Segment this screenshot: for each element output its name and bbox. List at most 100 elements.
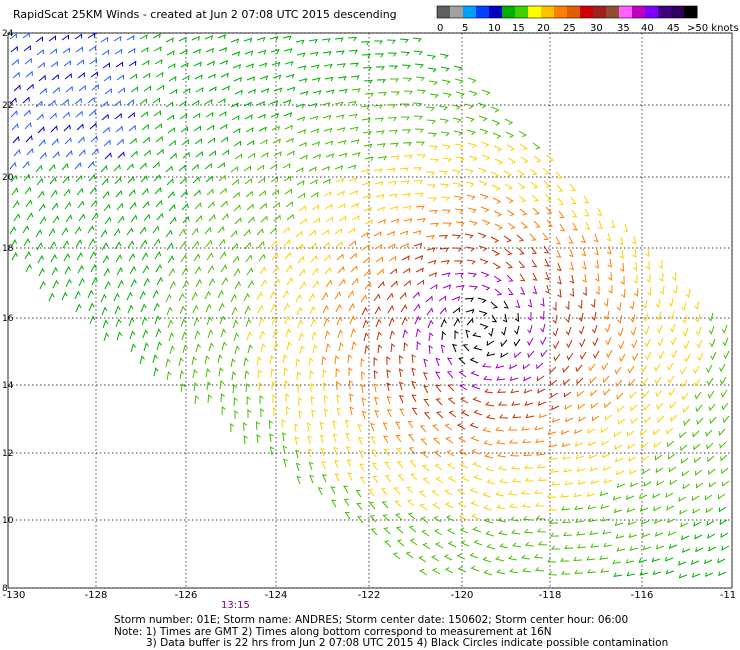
wind-barb — [557, 275, 562, 285]
wind-barb — [51, 266, 58, 276]
wind-barb — [336, 394, 341, 404]
wind-barb — [434, 371, 441, 380]
wind-barb — [218, 47, 228, 52]
wind-barb — [218, 110, 227, 117]
wind-barb — [629, 469, 638, 475]
wind-barb — [308, 38, 318, 44]
wind-barb — [207, 73, 216, 79]
wind-barb — [126, 99, 134, 106]
legend-tick-label: 10 — [488, 23, 501, 34]
wind-barb — [11, 123, 19, 131]
wind-barb — [180, 126, 188, 133]
wind-barb — [581, 247, 587, 257]
wind-barb — [584, 208, 590, 217]
wind-barb — [114, 305, 121, 315]
wind-barb — [679, 509, 688, 515]
wind-barb — [456, 423, 466, 430]
wind-barb — [193, 125, 201, 132]
wind-barb — [524, 401, 534, 406]
wind-barb — [376, 206, 386, 212]
wind-barb — [311, 77, 321, 82]
wind-barb — [654, 519, 663, 525]
wind-barb — [282, 99, 292, 105]
wind-barb — [205, 47, 214, 53]
wind-barb — [620, 275, 625, 285]
wind-barb — [244, 114, 253, 120]
wind-barb — [243, 357, 249, 367]
wind-barb — [387, 116, 397, 122]
wind-barb — [178, 228, 186, 237]
wind-barb — [508, 426, 517, 431]
wind-barb — [403, 341, 409, 352]
wind-barb — [65, 150, 73, 158]
legend-swatch — [658, 6, 672, 18]
wind-barb — [551, 417, 561, 423]
wind-barb — [324, 140, 334, 146]
wind-barb — [669, 401, 677, 410]
wind-barb — [220, 136, 229, 143]
wind-barb — [272, 74, 282, 80]
wind-barb — [483, 375, 493, 381]
wind-barb — [464, 233, 474, 239]
wind-barb — [195, 214, 203, 223]
wind-barb — [490, 301, 499, 309]
wind-barb — [452, 117, 462, 123]
wind-barb — [464, 103, 474, 110]
wind-barb — [256, 228, 264, 236]
wind-barb — [681, 301, 687, 311]
wind-barb — [399, 38, 410, 44]
wind-barb — [256, 434, 261, 444]
wind-barb — [234, 217, 242, 225]
wind-barb — [451, 169, 461, 175]
wind-barb — [337, 203, 346, 209]
wind-barb — [411, 354, 416, 364]
wind-barb — [478, 310, 488, 317]
wind-barb — [576, 531, 586, 536]
wind-barb — [615, 534, 625, 539]
wind-barb — [359, 476, 366, 485]
wind-barb — [296, 243, 304, 251]
wind-barb — [575, 518, 585, 523]
wind-barb — [388, 193, 398, 198]
wind-barb — [399, 291, 407, 300]
wind-barb — [383, 448, 390, 457]
wind-barb — [232, 255, 240, 264]
wind-barb — [682, 405, 690, 414]
wind-barb — [498, 530, 508, 536]
wind-barb — [24, 186, 32, 195]
wind-barb — [694, 391, 702, 400]
wind-barb — [220, 392, 226, 403]
wind-barb — [167, 63, 176, 69]
wind-barb — [574, 441, 584, 447]
wind-barb — [65, 85, 73, 93]
wind-barb — [503, 170, 513, 177]
wind-barb — [246, 267, 254, 276]
legend-swatch — [515, 6, 529, 18]
wind-barb — [232, 191, 240, 199]
wind-barb — [9, 161, 17, 170]
wind-barb — [206, 316, 213, 326]
wind-barb — [544, 271, 550, 281]
wind-barb — [217, 225, 225, 234]
lat-tick-label: 22 — [2, 101, 13, 111]
wind-barb — [193, 253, 201, 262]
wind-barb — [335, 50, 345, 55]
wind-barb — [271, 252, 279, 261]
wind-barb — [550, 468, 560, 473]
wind-barb — [551, 481, 561, 486]
wind-barb — [682, 548, 691, 554]
wind-barb — [65, 278, 72, 288]
legend-tick-label: 25 — [563, 23, 576, 34]
wind-barb — [142, 136, 150, 144]
wind-barb — [546, 154, 555, 162]
wind-barb — [432, 437, 441, 445]
wind-barb — [191, 35, 200, 41]
wind-barb — [628, 378, 636, 387]
wind-barb — [577, 544, 587, 549]
wind-barb — [257, 369, 263, 379]
wind-barb — [10, 174, 18, 183]
wind-barb — [469, 552, 479, 559]
wind-barb — [602, 529, 612, 535]
wind-barb — [387, 243, 396, 249]
storm-info-line: Storm number: 01E; Storm name: ANDRES; S… — [114, 614, 629, 626]
